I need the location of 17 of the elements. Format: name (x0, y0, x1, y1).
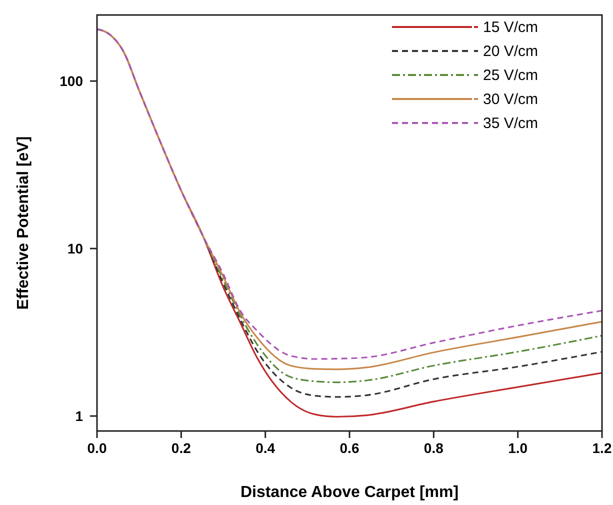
y-tick-label: 100 (60, 73, 84, 90)
x-tick-label: 1.2 (592, 440, 612, 456)
x-tick-label: 0.6 (340, 440, 360, 456)
y-tick-label: 1 (75, 408, 84, 424)
x-tick-label: 0.8 (424, 440, 444, 456)
legend-label: 30 V/cm (483, 91, 538, 108)
x-tick-label: 0.4 (256, 440, 276, 456)
legend-label: 20 V/cm (483, 43, 538, 60)
legend-label: 25 V/cm (483, 67, 538, 84)
legend-label: 35 V/cm (483, 115, 538, 132)
x-tick-label: 0.0 (87, 440, 107, 456)
x-tick-label: 1.0 (508, 440, 528, 456)
x-axis-title: Distance Above Carpet [mm] (240, 484, 459, 501)
x-tick-label: 0.2 (171, 440, 192, 456)
y-tick-label: 10 (67, 240, 84, 257)
y-axis-title: Effective Potential [eV] (15, 136, 32, 310)
legend-label: 15 V/cm (483, 19, 538, 36)
